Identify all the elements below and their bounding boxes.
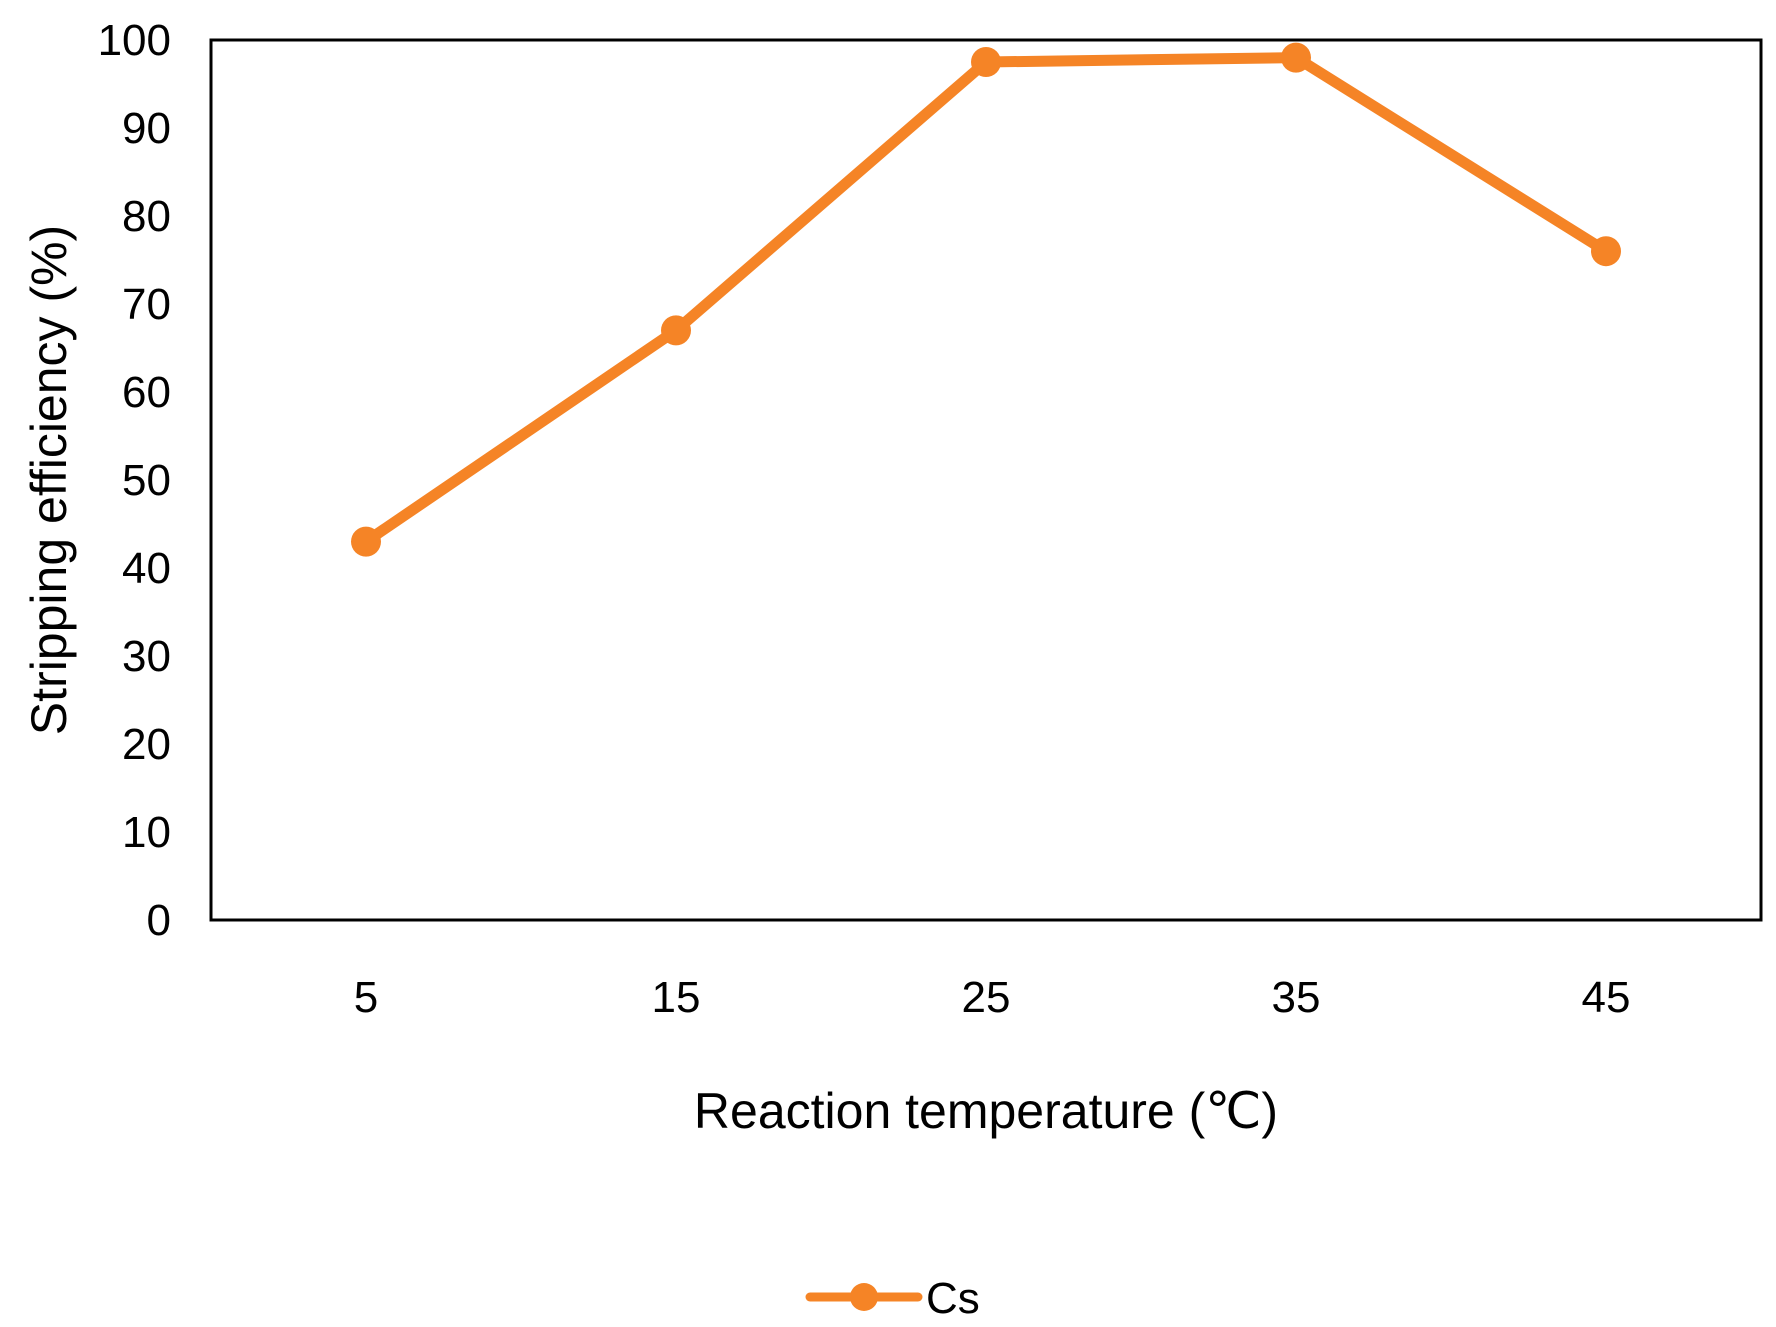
data-point: [1591, 236, 1621, 267]
y-tick-label: 40: [122, 544, 171, 593]
y-tick-label: 20: [122, 720, 171, 769]
data-point: [971, 47, 1001, 77]
y-tick-label: 0: [147, 896, 171, 945]
legend: Cs: [805, 1274, 980, 1323]
legend-marker-swatch: [850, 1283, 878, 1311]
x-axis-title: Reaction temperature (℃): [694, 1083, 1278, 1139]
y-tick-label: 60: [122, 368, 171, 417]
x-tick-label: 45: [1582, 973, 1631, 1022]
data-point: [1281, 42, 1311, 73]
data-point: [351, 526, 381, 557]
y-tick-label: 50: [122, 456, 171, 505]
series-layer: [351, 42, 1621, 557]
data-point: [661, 315, 691, 346]
x-axis-ticks: 5 15 25 35 45: [354, 973, 1631, 1022]
x-tick-label: 15: [652, 973, 701, 1022]
legend-label-cs: Cs: [926, 1274, 980, 1323]
x-tick-label: 5: [354, 973, 378, 1022]
y-axis-ticks: 0 10 20 30 40 50 60 70 80 90 100: [98, 16, 171, 945]
x-tick-label: 25: [962, 973, 1011, 1022]
y-tick-label: 80: [122, 192, 171, 241]
y-axis-title: Stripping efficiency (%): [21, 225, 77, 735]
y-tick-label: 100: [98, 16, 171, 65]
y-tick-label: 70: [122, 280, 171, 329]
y-tick-label: 90: [122, 104, 171, 153]
y-tick-label: 10: [122, 808, 171, 857]
x-tick-label: 35: [1272, 973, 1321, 1022]
y-tick-label: 30: [122, 632, 171, 681]
plot-area: [209, 38, 1763, 922]
